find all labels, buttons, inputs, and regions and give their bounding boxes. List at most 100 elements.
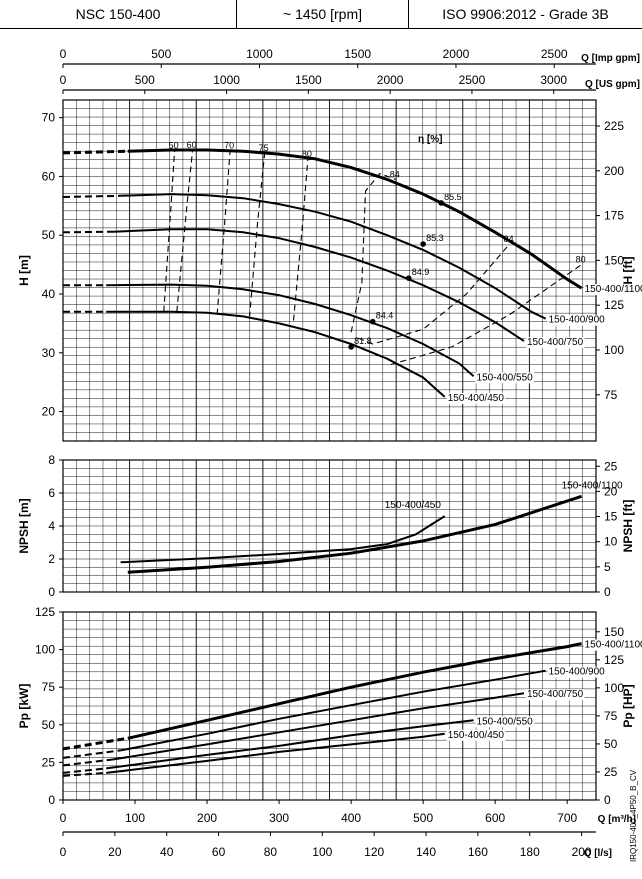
series-label: 150-400/1100 <box>585 284 642 295</box>
x-tick-label: 600 <box>485 811 505 825</box>
series-label: 150-400/450 <box>448 393 505 404</box>
y-tick-label-right: 200 <box>604 164 624 178</box>
y-tick-label: 100 <box>35 643 55 657</box>
bep-label: 85.3 <box>426 233 444 243</box>
y-tick-label-right: 25 <box>604 765 618 779</box>
x-axis-title: Q [m³/h] <box>598 814 636 825</box>
y-tick-label: 6 <box>48 486 55 500</box>
y-tick-label-right: 225 <box>604 119 624 133</box>
x2-tick-label: 0 <box>60 845 67 859</box>
y-tick-label: 75 <box>42 680 56 694</box>
y-axis-title-right: Pp [HP] <box>621 684 635 727</box>
y-tick-label: 25 <box>42 755 56 769</box>
bep-label: 84.4 <box>376 311 394 321</box>
series-label-bg <box>525 689 585 701</box>
x-axis2-title: Q [l/s] <box>584 848 612 859</box>
curve-150-400/750 <box>113 692 525 761</box>
curve-150-400/450 <box>106 310 446 398</box>
y-tick-label: 0 <box>48 585 55 599</box>
curve-dashed-150-400/900 <box>62 194 121 198</box>
x2-tick-label: 140 <box>416 845 436 859</box>
curve-150-400/1100 <box>127 148 583 290</box>
iso-efficiency-84 <box>358 243 511 345</box>
top-axis-tick-label: 500 <box>135 73 155 87</box>
series-label-bg <box>583 639 642 651</box>
bep-label: 84.9 <box>412 267 430 277</box>
curve-dashed-150-400/750 <box>62 230 114 234</box>
top-axis-tick-label: 500 <box>151 47 171 61</box>
bep-point <box>438 200 444 206</box>
bep-point <box>348 344 354 350</box>
y-tick-label: 40 <box>42 287 56 301</box>
iso-efficiency-label: 75 <box>259 143 269 153</box>
series-label: 150-400/550 <box>477 372 534 383</box>
curve-150-400/900 <box>120 669 546 752</box>
y-tick-label: 125 <box>35 605 55 619</box>
top-axis-tick-label: 3000 <box>540 73 567 87</box>
top-axis-tick-label: 0 <box>60 47 67 61</box>
curve-150-400/1100 <box>127 494 583 574</box>
series-label-bg <box>475 716 535 728</box>
x2-tick-label: 80 <box>264 845 278 859</box>
y-axis-title: H [m] <box>17 255 31 286</box>
y-tick-label: 60 <box>42 169 56 183</box>
series-label-bg <box>475 372 535 384</box>
top-axis-tick-label: 1500 <box>344 47 371 61</box>
series-label-bg <box>525 337 585 349</box>
curve-dashed-150-400/550 <box>62 767 107 774</box>
curve-150-400/900 <box>120 193 547 320</box>
y-tick-label: 0 <box>48 793 55 807</box>
y-tick-label-right: 150 <box>604 253 624 267</box>
iso-efficiency-84 <box>350 172 396 333</box>
x-tick-label: 400 <box>341 811 361 825</box>
series-label: 150-400/750 <box>527 689 584 700</box>
bep-label: 85.5 <box>444 192 462 202</box>
top-axis-tick-label: 1000 <box>213 73 240 87</box>
y-tick-label: 50 <box>42 228 56 242</box>
series-label-bg <box>547 666 607 678</box>
y-tick-label: 2 <box>48 552 55 566</box>
top-axis-tick-label: 2000 <box>443 47 470 61</box>
top-axis-tick-label: 2500 <box>541 47 568 61</box>
y-tick-label-right: 100 <box>604 343 624 357</box>
top-axis-title: Q [US gpm] <box>585 79 640 90</box>
iso-efficiency-60 <box>176 149 194 312</box>
y-tick-label-right: 20 <box>604 484 618 498</box>
y-tick-label-right: 10 <box>604 535 618 549</box>
series-label: 150-400/750 <box>527 337 584 348</box>
top-axis-title: Q [Imp gpm] <box>581 53 640 64</box>
series-label: 150-400/1100 <box>585 640 642 651</box>
iso-efficiency-label: 50 <box>169 141 179 151</box>
y-tick-label-right: 175 <box>604 209 624 223</box>
y-axis-title-right: NPSH [ft] <box>621 500 635 553</box>
bep-point <box>405 275 412 281</box>
y-tick-label: 50 <box>42 718 56 732</box>
x-tick-label: 100 <box>125 811 145 825</box>
bep-label: 81.8 <box>354 336 372 346</box>
series-label-bg <box>547 314 607 326</box>
y-tick-label-right: 125 <box>604 653 624 667</box>
curve-150-400/450 <box>106 732 445 774</box>
iso-efficiency-label: 80 <box>302 149 312 159</box>
x2-tick-label: 60 <box>212 845 226 859</box>
iso-efficiency-label: 84 <box>504 234 514 244</box>
x2-tick-label: 160 <box>468 845 488 859</box>
iso-efficiency-75 <box>248 152 266 318</box>
x-tick-label: 500 <box>413 811 433 825</box>
y-tick-label: 30 <box>42 346 56 360</box>
x2-tick-label: 200 <box>572 845 592 859</box>
curve-150-400/550 <box>106 719 474 770</box>
curve-150-400/750 <box>113 228 525 342</box>
iso-efficiency-70 <box>216 150 231 315</box>
series-label-bg <box>446 392 506 404</box>
curve-dashed-150-400/750 <box>62 758 114 767</box>
y-tick-label: 8 <box>48 453 55 467</box>
x2-tick-label: 20 <box>108 845 122 859</box>
y-tick-label-right: 50 <box>604 737 618 751</box>
y-tick-label-right: 100 <box>604 681 624 695</box>
y-tick-label-right: 5 <box>604 560 611 574</box>
y-tick-label-right: 75 <box>604 388 618 402</box>
series-label: 150-400/550 <box>477 716 534 727</box>
curve-dashed-150-400/1100 <box>62 736 129 751</box>
